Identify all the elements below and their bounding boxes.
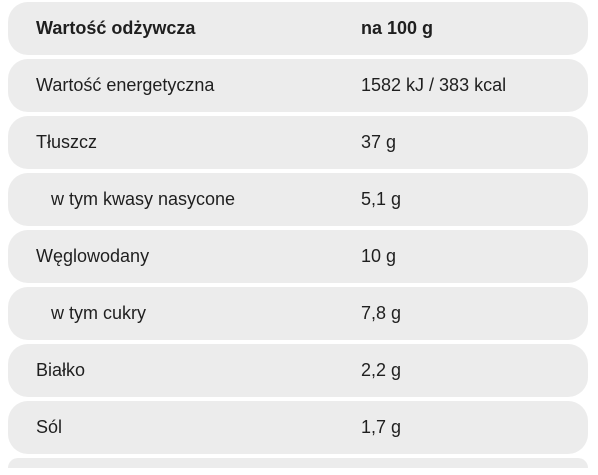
nutrient-name: Białko xyxy=(36,360,86,380)
table-row-energy: Wartość energetyczna 1582 kJ / 383 kcal xyxy=(8,59,588,112)
nutrient-value: 10 g xyxy=(361,246,397,266)
table-row-protein: Białko 2,2 g xyxy=(8,344,588,397)
table-row-sugars: w tym cukry 7,8 g xyxy=(8,287,588,340)
nutrient-name: Węglowodany xyxy=(36,246,150,266)
nutrient-value: 1582 kJ / 383 kcal xyxy=(361,75,507,95)
nutrient-name: Tłuszcz xyxy=(36,132,98,152)
nutrient-name: w tym cukry xyxy=(51,303,147,323)
nutrient-name: Wartość energetyczna xyxy=(36,75,215,95)
nutrition-table: Wartość odżywcza na 100 g Wartość energe… xyxy=(8,2,588,472)
nutrient-value: 2,2 g xyxy=(361,360,402,380)
table-row-cut-off xyxy=(8,458,588,468)
table-row-saturated-fat: w tym kwasy nasycone 5,1 g xyxy=(8,173,588,226)
nutrient-name: w tym kwasy nasycone xyxy=(51,189,236,209)
table-row-fat: Tłuszcz 37 g xyxy=(8,116,588,169)
nutrient-value: 7,8 g xyxy=(361,303,402,323)
nutrient-value: 37 g xyxy=(361,132,397,152)
header-per-100g-label: na 100 g xyxy=(361,18,434,38)
header-nutrient-label: Wartość odżywcza xyxy=(36,18,196,38)
nutrient-value: 1,7 g xyxy=(361,417,402,437)
table-row-salt: Sól 1,7 g xyxy=(8,401,588,454)
table-row-carbohydrates: Węglowodany 10 g xyxy=(8,230,588,283)
nutrient-name: Sól xyxy=(36,417,63,437)
table-header-row: Wartość odżywcza na 100 g xyxy=(8,2,588,55)
nutrient-value: 5,1 g xyxy=(361,189,402,209)
